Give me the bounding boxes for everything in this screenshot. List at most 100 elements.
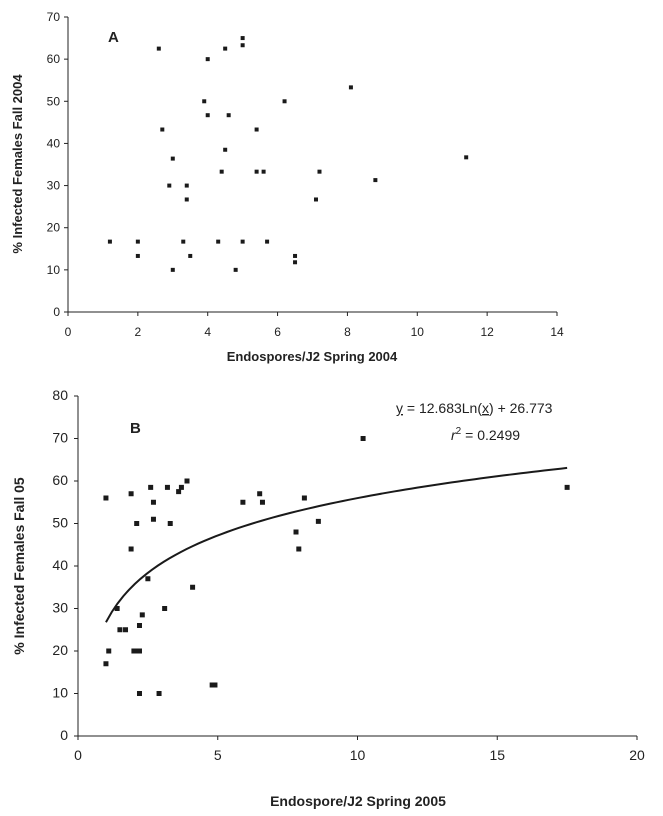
data-point <box>164 484 170 490</box>
data-point <box>233 267 238 272</box>
data-point <box>564 484 570 490</box>
data-point <box>209 682 215 688</box>
data-point <box>156 46 161 51</box>
data-point <box>205 113 210 118</box>
panel-a: 0 10 20 30 40 50 60 70 0 2 4 6 8 10 12 14 A Endospores/… <box>10 10 564 364</box>
panel-b-x-tick-label: 20 <box>629 747 645 763</box>
data-point <box>184 478 190 484</box>
data-point <box>202 99 207 104</box>
panel-a-y-tick-label: 0 <box>53 305 60 319</box>
data-point <box>265 239 270 244</box>
data-point <box>464 155 469 160</box>
panel-a-x-tick-label: 0 <box>65 325 72 339</box>
panel-a-y-tick-label: 20 <box>47 221 61 235</box>
panel-a-y-axis-title: % Infected Females Fall 2004 <box>10 74 25 254</box>
data-point <box>170 156 175 161</box>
panel-a-y-tick-label: 10 <box>47 263 61 277</box>
data-point <box>150 516 156 522</box>
panel-b-y-tick-label: 80 <box>52 387 68 403</box>
data-point <box>219 169 224 174</box>
panel-b-y-tick-label: 40 <box>52 557 68 573</box>
data-point <box>360 436 366 441</box>
panel-b-x-tick-label: 5 <box>214 747 222 763</box>
data-point <box>135 253 140 258</box>
data-point <box>103 495 109 501</box>
data-point <box>181 239 186 244</box>
panel-b-x-axis-title: Endospore/J2 Spring 2005 <box>270 793 446 809</box>
data-point <box>348 85 353 90</box>
data-point <box>162 606 168 611</box>
data-point <box>131 648 137 654</box>
data-point <box>296 546 302 552</box>
panel-b-y-tick-label: 60 <box>52 472 68 488</box>
data-point <box>145 576 151 582</box>
data-point <box>135 239 140 244</box>
data-point <box>160 127 165 132</box>
data-point <box>205 57 210 62</box>
data-point <box>315 518 321 524</box>
data-point <box>117 627 123 633</box>
panel-b-points <box>103 436 570 696</box>
data-point <box>301 495 307 501</box>
panel-b-r-squared: r2 = 0.2499 <box>451 426 520 443</box>
data-point <box>134 648 140 654</box>
panel-b-y-tick-label: 0 <box>60 727 68 743</box>
panel-a-x-tick-label: 12 <box>480 325 494 339</box>
data-point <box>128 546 134 552</box>
data-point <box>282 99 287 104</box>
panel-b-x-tick-label: 0 <box>74 747 82 763</box>
data-point <box>176 489 182 495</box>
data-point <box>156 691 162 696</box>
equation-y: y <box>396 400 403 416</box>
panel-a-x-tick-label: 8 <box>344 325 351 339</box>
panel-a-x-tick-label: 4 <box>204 325 211 339</box>
data-point <box>240 239 245 244</box>
data-point <box>261 169 266 174</box>
panel-b: 0 10 20 30 40 50 60 70 80 0 5 10 15 20 B y = 12.683Ln… <box>11 387 645 809</box>
data-point <box>293 529 299 535</box>
data-point <box>106 648 112 654</box>
data-point <box>223 46 228 51</box>
data-point <box>103 661 109 667</box>
data-point <box>134 521 140 526</box>
data-point <box>188 253 193 258</box>
panel-b-y-axis-title: % Infected Females Fall 05 <box>11 477 27 655</box>
panel-b-y-tick-label: 50 <box>52 515 68 531</box>
data-point <box>293 260 298 265</box>
panel-a-x-tick-label: 2 <box>135 325 142 339</box>
data-point <box>240 499 246 505</box>
panel-a-y-tick-label: 30 <box>47 179 61 193</box>
equation-end: ) + 26.773 <box>489 400 553 416</box>
panel-b-y-tick-label: 30 <box>52 600 68 616</box>
data-point <box>226 113 231 118</box>
panel-b-y-tick-label: 20 <box>52 642 68 658</box>
data-point <box>150 499 156 505</box>
panel-a-x-axis-title: Endospores/J2 Spring 2004 <box>227 349 398 364</box>
panel-a-y-tick-label: 50 <box>47 94 61 108</box>
data-point <box>212 682 218 688</box>
data-point <box>136 623 142 628</box>
data-point <box>170 267 175 272</box>
data-point <box>123 627 129 633</box>
data-point <box>373 178 378 183</box>
data-point <box>254 127 259 132</box>
panel-b-x-tick-label: 15 <box>489 747 505 763</box>
panel-b-trendline <box>105 466 568 623</box>
panel-a-y-tick-label: 40 <box>47 136 61 150</box>
data-point <box>216 239 221 244</box>
data-point <box>128 491 134 497</box>
panel-a-x-tick-label: 14 <box>550 325 564 339</box>
equation-middle: = 12.683Ln( <box>403 400 482 416</box>
data-point <box>136 691 142 696</box>
data-point <box>313 197 318 202</box>
panel-a-x-tick-label: 6 <box>274 325 281 339</box>
data-point <box>190 584 196 590</box>
data-point <box>167 521 173 526</box>
panel-b-x-tick-label: 10 <box>350 747 366 763</box>
panel-a-y-tick-label: 70 <box>47 10 61 24</box>
equation-x: x <box>482 400 489 416</box>
data-point <box>240 43 245 48</box>
data-point <box>259 499 265 505</box>
